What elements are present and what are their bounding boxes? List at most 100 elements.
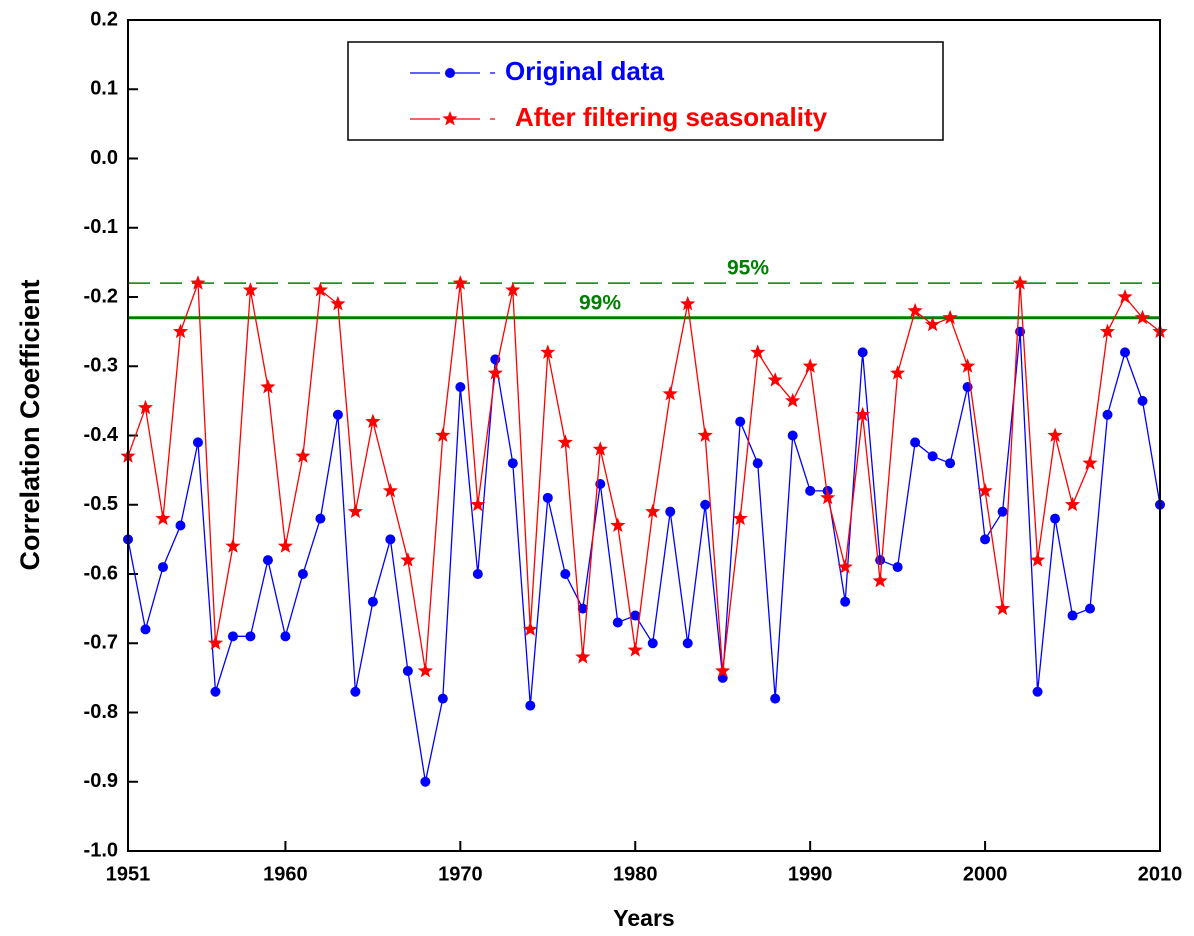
star-marker (1082, 455, 1098, 470)
circle-marker (210, 686, 221, 697)
circle-marker (455, 382, 466, 393)
star-marker (1047, 427, 1063, 442)
star-marker (347, 503, 363, 519)
star-marker (715, 663, 731, 678)
star-marker (767, 372, 783, 387)
circle-marker (175, 520, 186, 531)
star-marker (505, 282, 521, 297)
star-marker (417, 663, 433, 678)
x-tick-label: 1970 (438, 863, 483, 885)
circle-marker (997, 506, 1008, 517)
star-marker (487, 365, 503, 380)
circle-marker (1102, 409, 1113, 420)
y-tick-label: -0.5 (84, 493, 118, 515)
star-marker (540, 344, 556, 359)
star-marker (452, 275, 468, 290)
circle-marker (1067, 610, 1078, 621)
star-marker (1117, 289, 1133, 304)
plot-frame (127, 19, 1161, 852)
circle-marker (770, 693, 781, 704)
circle-marker (367, 596, 378, 607)
circle-marker (840, 596, 851, 607)
star-marker (995, 600, 1011, 616)
circle-marker (560, 569, 571, 579)
star-marker (190, 275, 206, 290)
y-axis-label: Correlation Coefficient (15, 279, 45, 570)
star-marker (785, 392, 801, 408)
star-marker (207, 635, 224, 650)
star-marker (1030, 552, 1046, 567)
reference-label: 99% (579, 291, 621, 314)
star-marker (400, 552, 416, 567)
star-marker (242, 282, 258, 297)
star-marker (750, 344, 766, 359)
star-marker (1099, 323, 1116, 339)
circle-marker (1085, 603, 1096, 614)
star-marker (277, 538, 293, 553)
star-marker (295, 448, 311, 463)
star-marker (592, 441, 608, 456)
circle-marker (910, 437, 921, 448)
star-marker (697, 427, 713, 442)
star-marker (942, 309, 958, 325)
circle-marker (805, 485, 816, 496)
y-tick-label: 0.0 (90, 147, 118, 169)
series-line (127, 331, 1161, 782)
circle-marker (630, 610, 641, 621)
circle-marker (157, 562, 168, 573)
circle-marker (612, 617, 623, 628)
star-marker (680, 295, 696, 311)
x-tick-label: 1951 (106, 863, 151, 885)
star-marker (907, 302, 923, 318)
star-marker (382, 482, 398, 498)
star-marker (442, 111, 458, 126)
circle-marker (437, 693, 448, 704)
circle-marker (1032, 686, 1043, 697)
star-marker (977, 482, 993, 498)
circle-marker (420, 776, 431, 787)
circle-marker (385, 534, 396, 545)
circle-marker (192, 437, 203, 448)
circle-marker (262, 555, 273, 566)
circle-marker (665, 506, 676, 517)
circle-marker (280, 631, 291, 642)
star-marker (802, 358, 818, 373)
circle-marker (735, 416, 746, 427)
y-tick-label: -0.7 (84, 632, 118, 654)
circle-marker (227, 631, 238, 642)
circle-marker (1050, 513, 1061, 524)
circle-marker (315, 513, 326, 524)
circle-marker (1120, 347, 1131, 358)
y-tick-label: 0.2 (90, 8, 118, 30)
circle-marker (752, 458, 763, 469)
circle-marker (647, 638, 658, 649)
circle-marker (682, 638, 693, 649)
circle-marker (577, 603, 588, 614)
star-marker (575, 649, 591, 664)
star-marker (1064, 496, 1081, 512)
star-marker (855, 406, 871, 422)
circle-marker (472, 569, 483, 579)
circle-marker (445, 68, 455, 78)
star-marker (155, 510, 171, 526)
star-marker (172, 323, 189, 339)
legend-label: Original data (505, 56, 664, 86)
star-marker (1134, 309, 1151, 325)
series-line (127, 282, 1161, 672)
circle-marker (507, 458, 518, 469)
star-marker (330, 295, 346, 311)
y-tick-label: -0.4 (84, 424, 119, 446)
circle-marker (980, 534, 991, 545)
circle-marker (297, 569, 308, 579)
star-marker (470, 496, 486, 512)
x-tick-label: 1980 (613, 863, 658, 885)
circle-marker (700, 499, 711, 510)
star-marker (820, 489, 836, 505)
star-marker (137, 399, 154, 415)
x-tick-label: 1960 (263, 863, 308, 885)
x-axis-label: Years (613, 905, 674, 931)
star-marker (645, 503, 661, 519)
star-marker (890, 365, 906, 380)
circle-marker (542, 492, 553, 503)
star-marker (557, 434, 573, 449)
